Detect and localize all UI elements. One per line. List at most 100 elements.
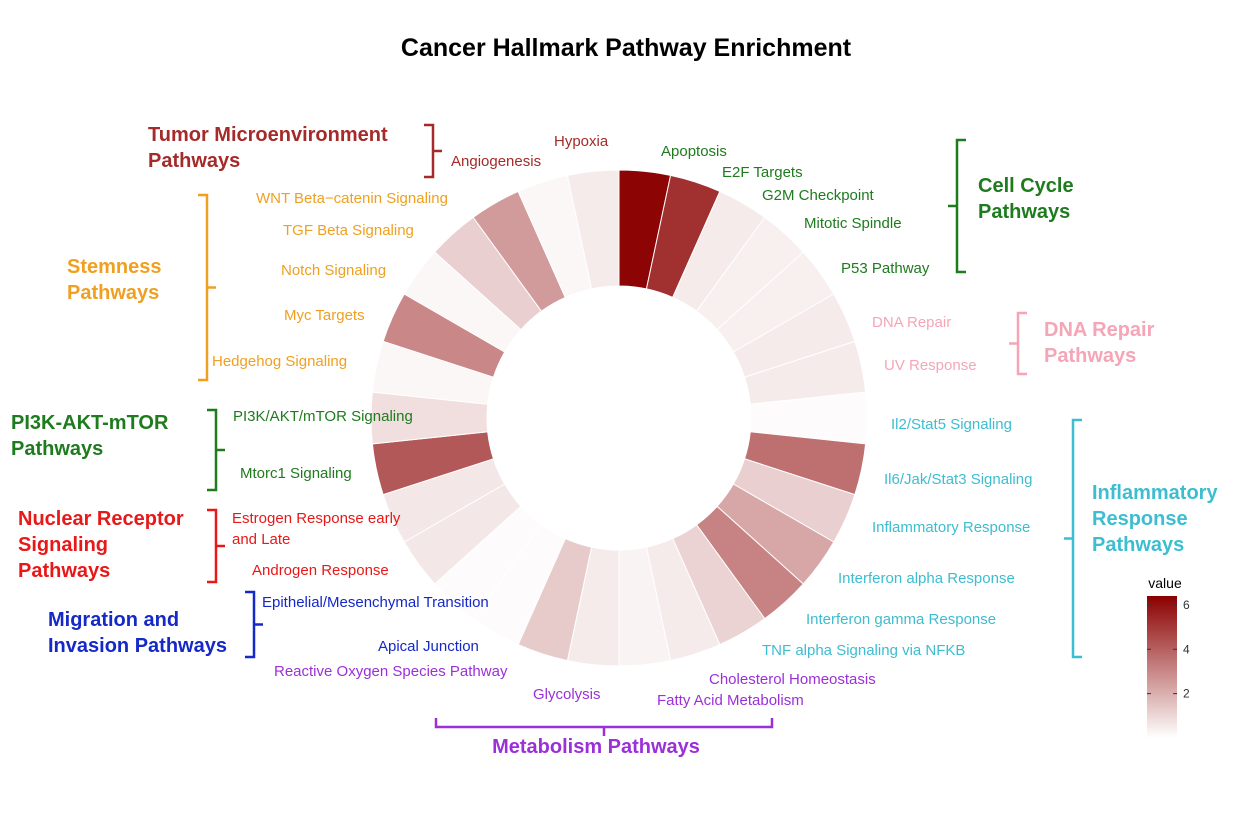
pathway-label-line: Mitotic Spindle bbox=[804, 215, 902, 232]
pathway-label: Interferon gamma Response bbox=[806, 611, 996, 628]
pathway-label-line: Androgen Response bbox=[252, 562, 389, 579]
group-label: Inflammatory Response Pathways bbox=[1092, 482, 1218, 556]
legend-title: value bbox=[1148, 575, 1182, 591]
group-label-line: Cell Cycle bbox=[978, 175, 1074, 197]
legend-ticks: 2 4 6 bbox=[1147, 598, 1190, 701]
pathway-labels: Apoptosis E2F Targets G2M Checkpoint Mitoti… bbox=[212, 133, 1032, 709]
group-label-line: Stemness bbox=[67, 256, 162, 278]
pathway-label: G2M Checkpoint bbox=[762, 187, 875, 204]
group-bracket bbox=[1064, 418, 1082, 659]
pathway-label: Mitotic Spindle bbox=[804, 215, 902, 232]
pathway-label-line: Il6/Jak/Stat3 Signaling bbox=[884, 471, 1032, 488]
pathway-label: Mtorc1 Signaling bbox=[240, 465, 352, 482]
pathway-label-line: Glycolysis bbox=[533, 686, 601, 703]
group-bracket bbox=[207, 408, 225, 492]
pathway-label: E2F Targets bbox=[722, 164, 803, 181]
group-brackets bbox=[198, 123, 1082, 736]
pathway-label-line: Hedgehog Signaling bbox=[212, 353, 347, 370]
group-label: Metabolism Pathways bbox=[492, 736, 700, 758]
group-label-line: Tumor Microenvironment bbox=[148, 124, 388, 146]
group-bracket bbox=[1009, 311, 1027, 376]
pathway-label-line: WNT Beta−catenin Signaling bbox=[256, 190, 448, 207]
pathway-label-line: G2M Checkpoint bbox=[762, 187, 875, 204]
chart-title: Cancer Hallmark Pathway Enrichment bbox=[401, 34, 852, 62]
pathway-label: Myc Targets bbox=[284, 307, 365, 324]
group-label-line: Pathways bbox=[18, 560, 110, 582]
pathway-label-line: Apoptosis bbox=[661, 143, 727, 160]
group-label: PI3K-AKT-mTOR Pathways bbox=[11, 412, 169, 460]
group-label: Cell Cycle Pathways bbox=[978, 175, 1074, 223]
group-label-line: Pathways bbox=[1044, 345, 1136, 367]
group-label-line: PI3K-AKT-mTOR bbox=[11, 412, 169, 434]
group-label-line: Pathways bbox=[67, 282, 159, 304]
pathway-label: Fatty Acid Metabolism bbox=[657, 692, 804, 709]
pathway-label: Inflammatory Response bbox=[872, 519, 1030, 536]
pathway-label: Estrogen Response early and Late bbox=[232, 510, 401, 548]
pathway-label: Hedgehog Signaling bbox=[212, 353, 347, 370]
pathway-label: Interferon alpha Response bbox=[838, 570, 1015, 587]
pathway-label-line: Mtorc1 Signaling bbox=[240, 465, 352, 482]
pathway-label-line: Notch Signaling bbox=[281, 262, 386, 279]
group-label: Tumor Microenvironment Pathways bbox=[148, 124, 388, 172]
group-label-line: Pathways bbox=[978, 201, 1070, 223]
pathway-label-line: Fatty Acid Metabolism bbox=[657, 692, 804, 709]
group-label-line: Migration and bbox=[48, 609, 179, 631]
pathway-label: Androgen Response bbox=[252, 562, 389, 579]
pathway-label: Hypoxia bbox=[554, 133, 609, 150]
pathway-label: PI3K/AKT/mTOR Signaling bbox=[233, 408, 413, 425]
pathway-label-line: Il2/Stat5 Signaling bbox=[891, 416, 1012, 433]
group-label-line: Inflammatory bbox=[1092, 482, 1218, 504]
pathway-label-line: TNF alpha Signaling via NFKB bbox=[762, 642, 965, 659]
legend-tick-label: 4 bbox=[1183, 642, 1190, 656]
color-legend: value 2 4 6 bbox=[1147, 575, 1190, 738]
pathway-label: TGF Beta Signaling bbox=[283, 222, 414, 239]
pathway-label-line: PI3K/AKT/mTOR Signaling bbox=[233, 408, 413, 425]
ring-bar-30 bbox=[566, 169, 620, 290]
group-label-line: Response bbox=[1092, 508, 1188, 530]
pathway-label-line: Angiogenesis bbox=[451, 153, 541, 170]
group-bracket bbox=[207, 508, 225, 584]
pathway-label-line: Interferon gamma Response bbox=[806, 611, 996, 628]
pathway-label-line: Inflammatory Response bbox=[872, 519, 1030, 536]
pathway-label-line: Cholesterol Homeostasis bbox=[709, 671, 876, 688]
group-label: Nuclear Receptor Signaling Pathways bbox=[18, 508, 184, 582]
pathway-label-line: Myc Targets bbox=[284, 307, 365, 324]
group-label-line: DNA Repair bbox=[1044, 319, 1155, 341]
legend-tick-label: 6 bbox=[1183, 598, 1190, 612]
pathway-label: Angiogenesis bbox=[451, 153, 541, 170]
pathway-label: Notch Signaling bbox=[281, 262, 386, 279]
ring-bars bbox=[370, 169, 868, 667]
pathway-label-line: UV Response bbox=[884, 357, 977, 374]
pathway-label-line: and Late bbox=[232, 531, 290, 548]
group-label-line: Pathways bbox=[1092, 534, 1184, 556]
group-label-line: Invasion Pathways bbox=[48, 635, 227, 657]
pathway-label-line: Hypoxia bbox=[554, 133, 609, 150]
group-label-line: Signaling bbox=[18, 534, 108, 556]
pathway-label: Cholesterol Homeostasis bbox=[709, 671, 876, 688]
pathway-label-line: Reactive Oxygen Species Pathway bbox=[274, 663, 508, 680]
group-label: Stemness Pathways bbox=[67, 256, 162, 304]
group-bracket bbox=[424, 123, 442, 179]
pathway-label-line: Estrogen Response early bbox=[232, 510, 401, 527]
group-label: DNA Repair Pathways bbox=[1044, 319, 1155, 367]
pathway-label: Reactive Oxygen Species Pathway bbox=[274, 663, 508, 680]
pathway-label: Apoptosis bbox=[661, 143, 727, 160]
group-bracket bbox=[245, 590, 263, 659]
pathway-label-line: E2F Targets bbox=[722, 164, 803, 181]
pathway-label-line: Interferon alpha Response bbox=[838, 570, 1015, 587]
group-label: Migration and Invasion Pathways bbox=[48, 609, 227, 657]
pathway-label-line: P53 Pathway bbox=[841, 260, 930, 277]
group-bracket bbox=[948, 138, 966, 274]
pathway-label: TNF alpha Signaling via NFKB bbox=[762, 642, 965, 659]
pathway-label: Il6/Jak/Stat3 Signaling bbox=[884, 471, 1032, 488]
pathway-label-line: Epithelial/Mesenchymal Transition bbox=[262, 594, 489, 611]
pathway-label-line: TGF Beta Signaling bbox=[283, 222, 414, 239]
legend-colorbar bbox=[1147, 596, 1177, 738]
pathway-label: Glycolysis bbox=[533, 686, 601, 703]
pathway-label: DNA Repair bbox=[872, 314, 951, 331]
group-bracket bbox=[198, 193, 216, 382]
pathway-label: Il2/Stat5 Signaling bbox=[891, 416, 1012, 433]
group-label-line: Metabolism Pathways bbox=[492, 736, 700, 758]
